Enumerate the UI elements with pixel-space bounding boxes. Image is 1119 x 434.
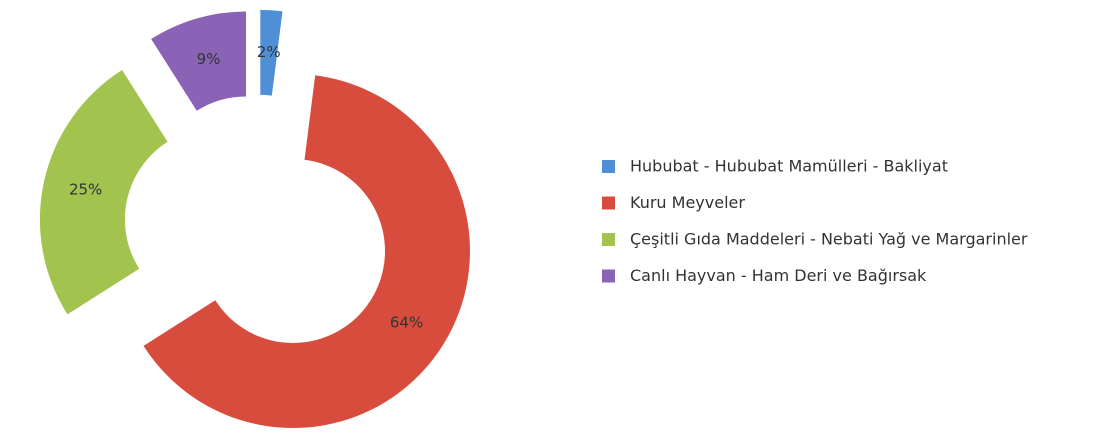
donut-slice xyxy=(39,70,168,315)
legend-swatch xyxy=(602,269,615,283)
donut-slice xyxy=(260,9,283,96)
legend-swatch xyxy=(602,233,615,246)
donut-slice xyxy=(151,11,247,111)
donut-slice xyxy=(143,75,470,428)
data-label: 2% xyxy=(257,43,281,61)
data-label: 25% xyxy=(69,181,102,199)
legend-label: Kuru Meyveler xyxy=(630,193,745,212)
legend-label: Canlı Hayvan - Ham Deri ve Bağırsak xyxy=(630,266,927,285)
legend-label: Çeşitli Gıda Maddeleri - Nebati Yağ ve M… xyxy=(630,230,1028,249)
legend-swatch xyxy=(602,160,615,173)
legend-label: Hububat - Hububat Mamülleri - Bakliyat xyxy=(630,157,948,176)
legend-swatch xyxy=(602,196,615,210)
data-label: 9% xyxy=(197,50,221,68)
data-label: 64% xyxy=(390,314,423,332)
